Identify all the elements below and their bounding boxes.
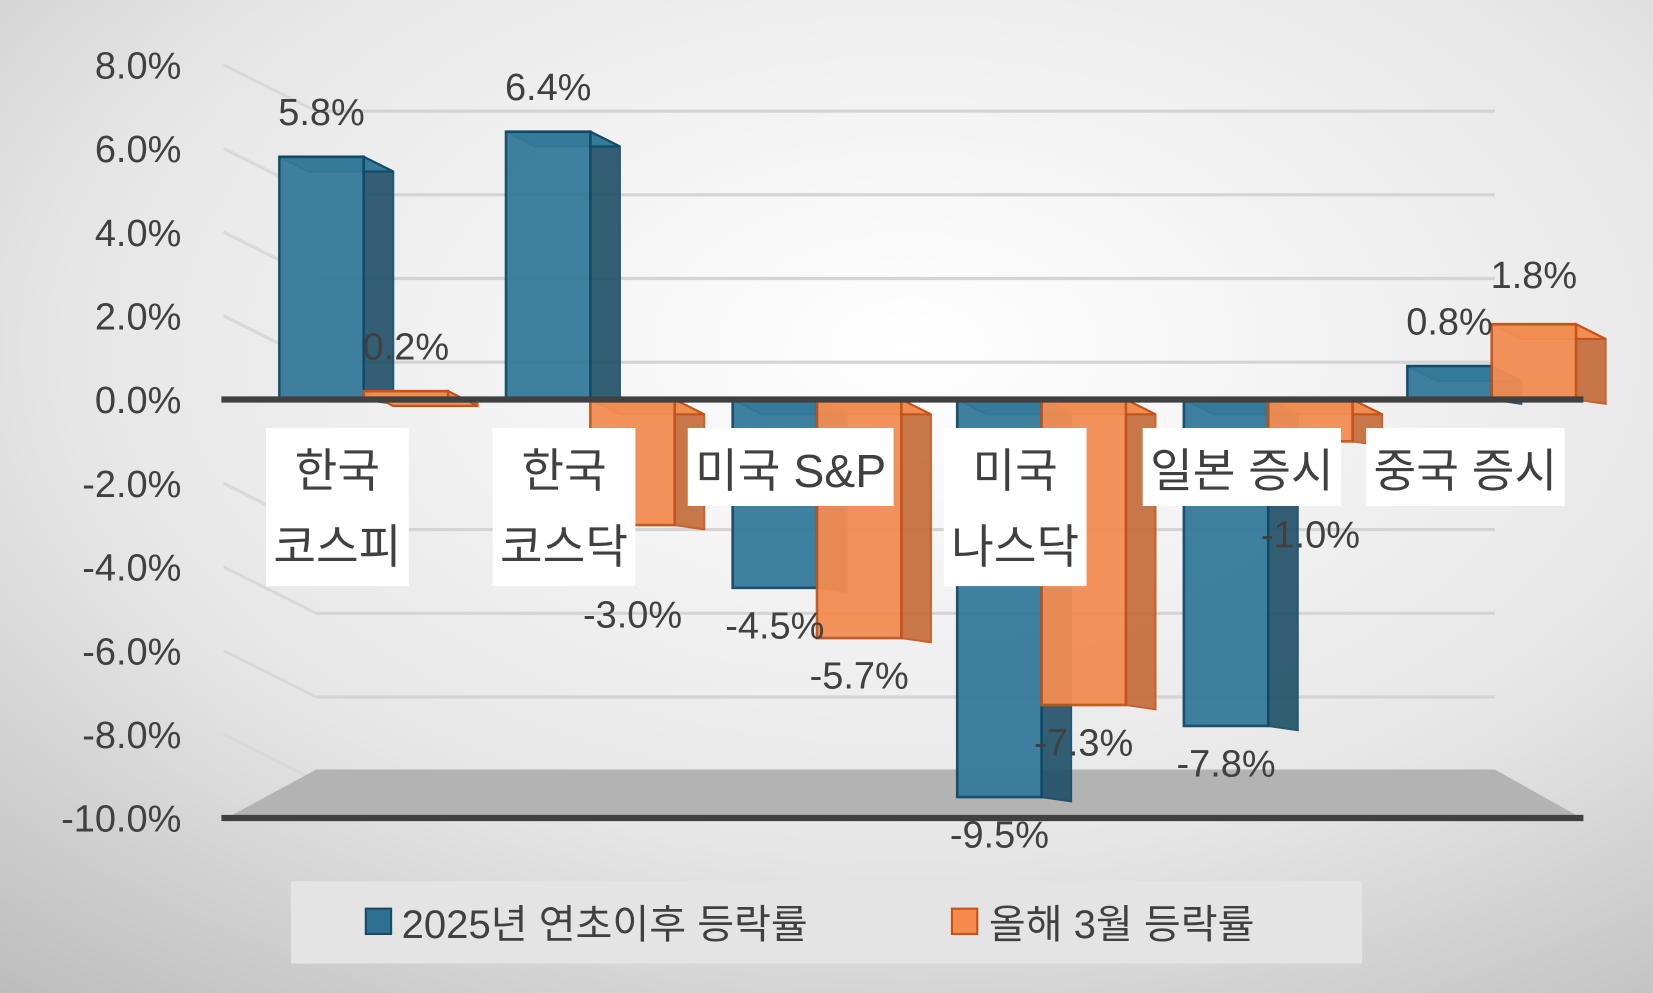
data-label: 0.2% <box>363 327 449 369</box>
legend: 2025년 연초이후 등락률 올해 3월 등락률 <box>290 881 1363 964</box>
legend-swatch-series-1 <box>364 907 393 936</box>
data-label: 0.8% <box>1406 301 1492 343</box>
bar-ytd <box>278 155 366 401</box>
category-label-box <box>1366 427 1565 506</box>
y-tick-label: 8.0% <box>95 45 181 87</box>
category-label-box <box>943 427 1087 587</box>
category-label-box <box>1142 427 1342 506</box>
gridline-side <box>222 63 317 113</box>
bar-march <box>1490 322 1578 401</box>
category-label: 일본 증시 <box>1150 445 1334 497</box>
legend-box <box>290 881 1363 964</box>
data-label: -7.3% <box>1034 723 1133 765</box>
category-label-box <box>265 427 409 587</box>
category-label-box <box>492 427 636 587</box>
category-label-box <box>687 427 894 506</box>
y-tick-label: -10.0% <box>61 799 181 841</box>
legend-label-series-2: 올해 3월 등락률 <box>989 903 1255 947</box>
category-label: 코스닥 <box>500 521 628 573</box>
gridline-side <box>222 732 317 783</box>
category-label: 나스닥 <box>951 521 1079 573</box>
category-label: 코스피 <box>273 521 401 573</box>
data-label: -4.5% <box>725 605 824 647</box>
y-tick-label: 2.0% <box>95 297 181 339</box>
y-tick-label: 6.0% <box>95 129 181 171</box>
y-tick-label: 4.0% <box>95 213 181 255</box>
category-label: 미국 <box>973 445 1058 497</box>
bar-ytd <box>1406 364 1494 401</box>
legend-label-series-1: 2025년 연초이후 등락률 <box>402 903 808 947</box>
y-tick-label: -8.0% <box>82 715 181 757</box>
legend-swatch-series-2 <box>950 907 979 936</box>
bar-side <box>900 397 932 644</box>
gridline-side <box>222 565 317 615</box>
data-label: -7.8% <box>1176 744 1275 786</box>
bar-ytd <box>504 130 592 401</box>
category-label: 중국 증시 <box>1374 445 1558 497</box>
data-label: 5.8% <box>278 92 364 134</box>
data-label: -1.0% <box>1261 514 1360 556</box>
y-tick-label: -4.0% <box>82 548 181 590</box>
y-tick-label: 0.0% <box>95 380 181 422</box>
data-label: -3.0% <box>583 595 682 637</box>
data-label: -5.7% <box>810 656 909 698</box>
category-label: 미국 S&P <box>695 445 886 497</box>
chart-floor <box>226 769 1582 819</box>
y-tick-label: -2.0% <box>82 464 181 506</box>
category-label: 한국 <box>521 445 606 497</box>
y-tick-label: -6.0% <box>82 631 181 673</box>
data-label: 1.8% <box>1491 255 1577 297</box>
category-label: 한국 <box>295 445 380 497</box>
data-label: -9.5% <box>950 815 1049 857</box>
bar-side <box>589 129 621 405</box>
data-label: 6.4% <box>505 67 591 109</box>
gridline-side <box>222 649 317 699</box>
